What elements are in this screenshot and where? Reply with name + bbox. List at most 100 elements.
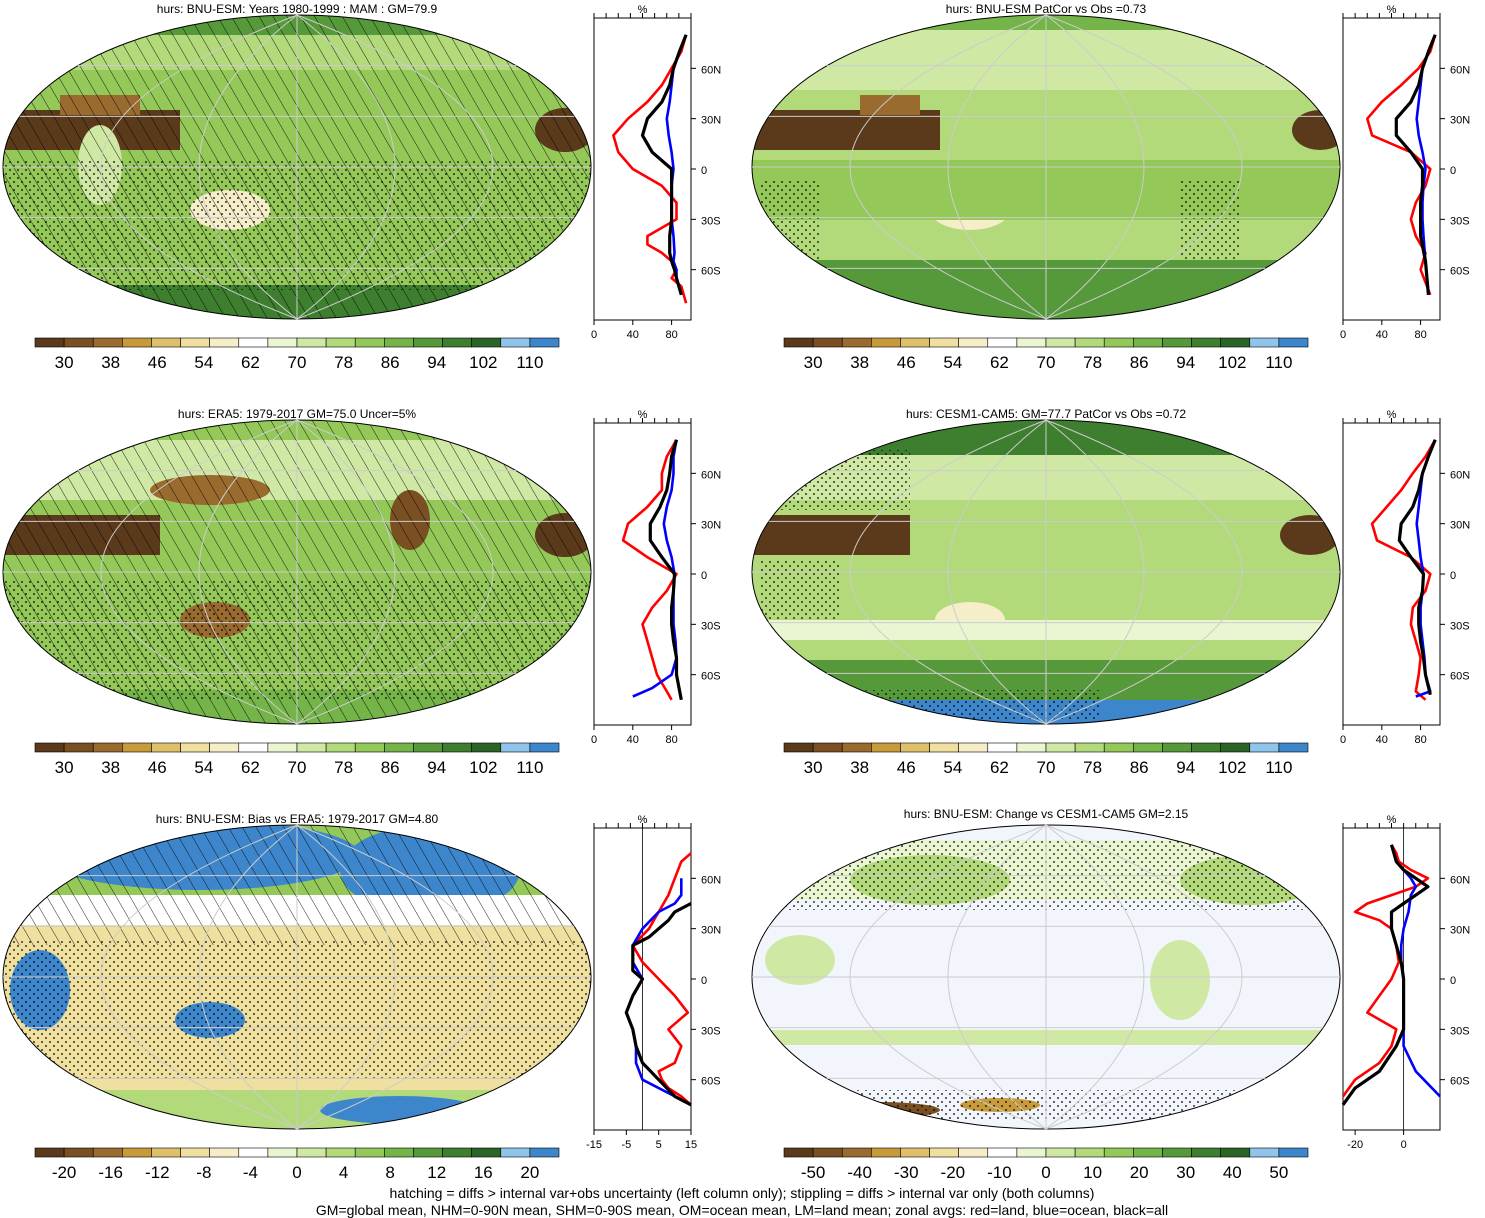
panel-5: hurs: BNU-ESM: Bias vs ERA5: 1979-2017 G…: [2, 812, 592, 1130]
zonal-mean-plots: % 0 40 80 60N 30N 0 30S 60S% 0 40 80 60N 30N 0 30S 60S% 0…: [586, 4, 1470, 1151]
colorbar-swatch: [1103, 1147, 1134, 1158]
panel-1-title: hurs: BNU-ESM: Years 1980-1999 : MAM : G…: [157, 2, 438, 16]
colorbar-tick-label: 86: [381, 353, 400, 372]
colorbar-tick-label: 30: [55, 353, 74, 372]
colorbar-tick-label: 102: [469, 353, 497, 372]
colorbar-tick-label: 46: [897, 353, 916, 372]
colorbar-tick-label: 62: [241, 758, 260, 777]
colorbar-swatch: [1191, 742, 1221, 753]
panel-2-map: [752, 15, 1340, 319]
map-graticules: [3, 14, 1340, 1130]
panel-4-colorbar: 30 38 46 54 62 70 78 86 94 102 110: [783, 742, 1309, 777]
zonal-lat-label: 30N: [701, 520, 721, 532]
colorbar-swatch: [442, 742, 472, 753]
zonal-lat-label: 60N: [701, 64, 721, 76]
zonal-lat-label: 60N: [1450, 469, 1470, 481]
colorbar-swatch: [1220, 742, 1251, 753]
panel-2-title: hurs: BNU-ESM PatCor vs Obs =0.73: [946, 2, 1147, 16]
colorbar-swatch: [1074, 337, 1105, 348]
zonal-lat-label: 60N: [701, 469, 721, 481]
colorbar-swatch: [34, 1147, 65, 1158]
colorbar-swatch: [1045, 742, 1076, 753]
colorbar-swatch: [1133, 742, 1163, 753]
zonal-lat-label: 0: [1450, 975, 1456, 987]
colorbar-swatch: [871, 1147, 901, 1158]
colorbar-tick-label: 38: [850, 758, 869, 777]
colorbar-swatch: [122, 337, 152, 348]
colorbar-tick-label: 78: [1083, 353, 1102, 372]
colorbar-swatch: [500, 337, 531, 348]
colorbar-swatch: [1278, 742, 1309, 753]
colorbar-swatch: [122, 742, 152, 753]
graticule-meridian: [1045, 824, 1243, 1130]
colorbar-swatch: [841, 742, 872, 753]
colorbar-swatch: [413, 742, 443, 753]
colorbar-tick-label: 30: [804, 353, 823, 372]
zonal-x-tick-label: 80: [665, 734, 677, 746]
panel-6-graticule: [752, 824, 1340, 1130]
zonal-x-tick-label: 0: [591, 329, 597, 341]
graticule-meridian: [1045, 419, 1145, 725]
zonal-unit-label: %: [638, 409, 648, 421]
colorbar-tick-label: 12: [427, 1163, 446, 1182]
zonal-lat-label: 0: [1450, 570, 1456, 582]
zonal-x-tick-label: 15: [685, 1139, 697, 1151]
colorbar-tick-label: 54: [194, 353, 213, 372]
zonal-lat-label: 30S: [701, 1025, 721, 1037]
panel-4-zonal-plot: % 0 40 80 60N 30N 0 30S 60S: [1340, 409, 1470, 746]
colorbar-swatch: [783, 1147, 814, 1158]
zonal-x-tick-label: -15: [586, 1139, 602, 1151]
zonal-lat-label: 30S: [1450, 215, 1470, 227]
panel-4-map: [752, 420, 1340, 724]
colorbar-tick-label: -20: [941, 1163, 966, 1182]
panel-3-title: hurs: ERA5: 1979-2017 GM=75.0 Uncer=5%: [178, 407, 416, 421]
zonal-unit-label: %: [1387, 4, 1397, 16]
colorbar-swatch: [180, 742, 210, 753]
colorbar-swatch: [92, 742, 123, 753]
colorbars: 30 38 46 54 62 70 78 86 94 102 110 30 38 46 54 62 70 78 86…: [34, 337, 1309, 1182]
colorbar-swatch: [384, 742, 414, 753]
colorbar-swatch: [63, 742, 94, 753]
colorbar-tick-label: 78: [334, 758, 353, 777]
colorbar-swatch: [871, 742, 901, 753]
colorbar-tick-label: 110: [516, 353, 543, 372]
colorbar-tick-label: -10: [987, 1163, 1012, 1182]
zonal-lat-label: 60S: [1450, 1076, 1470, 1088]
colorbar-tick-label: 38: [101, 353, 120, 372]
zonal-series-black: [1397, 439, 1437, 696]
zonal-lat-label: 30S: [701, 215, 721, 227]
colorbar-swatch: [529, 742, 560, 753]
colorbar-tick-label: 10: [1083, 1163, 1102, 1182]
graticule-meridian: [100, 14, 298, 320]
graticule-meridian: [1045, 14, 1243, 320]
colorbar-tick-label: 70: [288, 758, 307, 777]
panel-2-graticule: [752, 14, 1340, 320]
colorbar-tick-label: 20: [520, 1163, 539, 1182]
colorbar-tick-label: 94: [427, 758, 446, 777]
colorbar-swatch: [929, 742, 959, 753]
colorbar-swatch: [1162, 742, 1192, 753]
colorbar-tick-label: 20: [1130, 1163, 1149, 1182]
colorbar-swatch: [238, 337, 269, 348]
zonal-x-tick-label: -20: [1347, 1139, 1363, 1151]
colorbar-swatch: [471, 742, 502, 753]
zonal-lat-label: 30S: [701, 620, 721, 632]
colorbar-tick-label: 94: [427, 353, 446, 372]
colorbar-swatch: [1016, 337, 1047, 348]
panel-5-zonal-plot: % -15 -5 5 15 60N 30N 0 30S 60S: [586, 814, 721, 1151]
colorbar-swatch: [296, 742, 327, 753]
panel-6-title: hurs: BNU-ESM: Change vs CESM1-CAM5 GM=2…: [904, 807, 1189, 821]
zonal-x-tick-label: 80: [665, 329, 677, 341]
zonal-lat-label: 30S: [1450, 620, 1470, 632]
colorbar-tick-label: 54: [194, 758, 213, 777]
graticule-meridian: [296, 14, 494, 320]
colorbar-swatch: [267, 1147, 298, 1158]
colorbar-swatch: [1133, 337, 1163, 348]
zonal-unit-label: %: [1387, 814, 1397, 826]
graticule-meridian: [100, 419, 298, 725]
colorbar-swatch: [841, 1147, 872, 1158]
colorbar-tick-label: -16: [98, 1163, 123, 1182]
colorbar-tick-label: 86: [381, 758, 400, 777]
zonal-x-tick-label: 0: [1340, 329, 1346, 341]
graticule-meridian: [296, 824, 494, 1130]
